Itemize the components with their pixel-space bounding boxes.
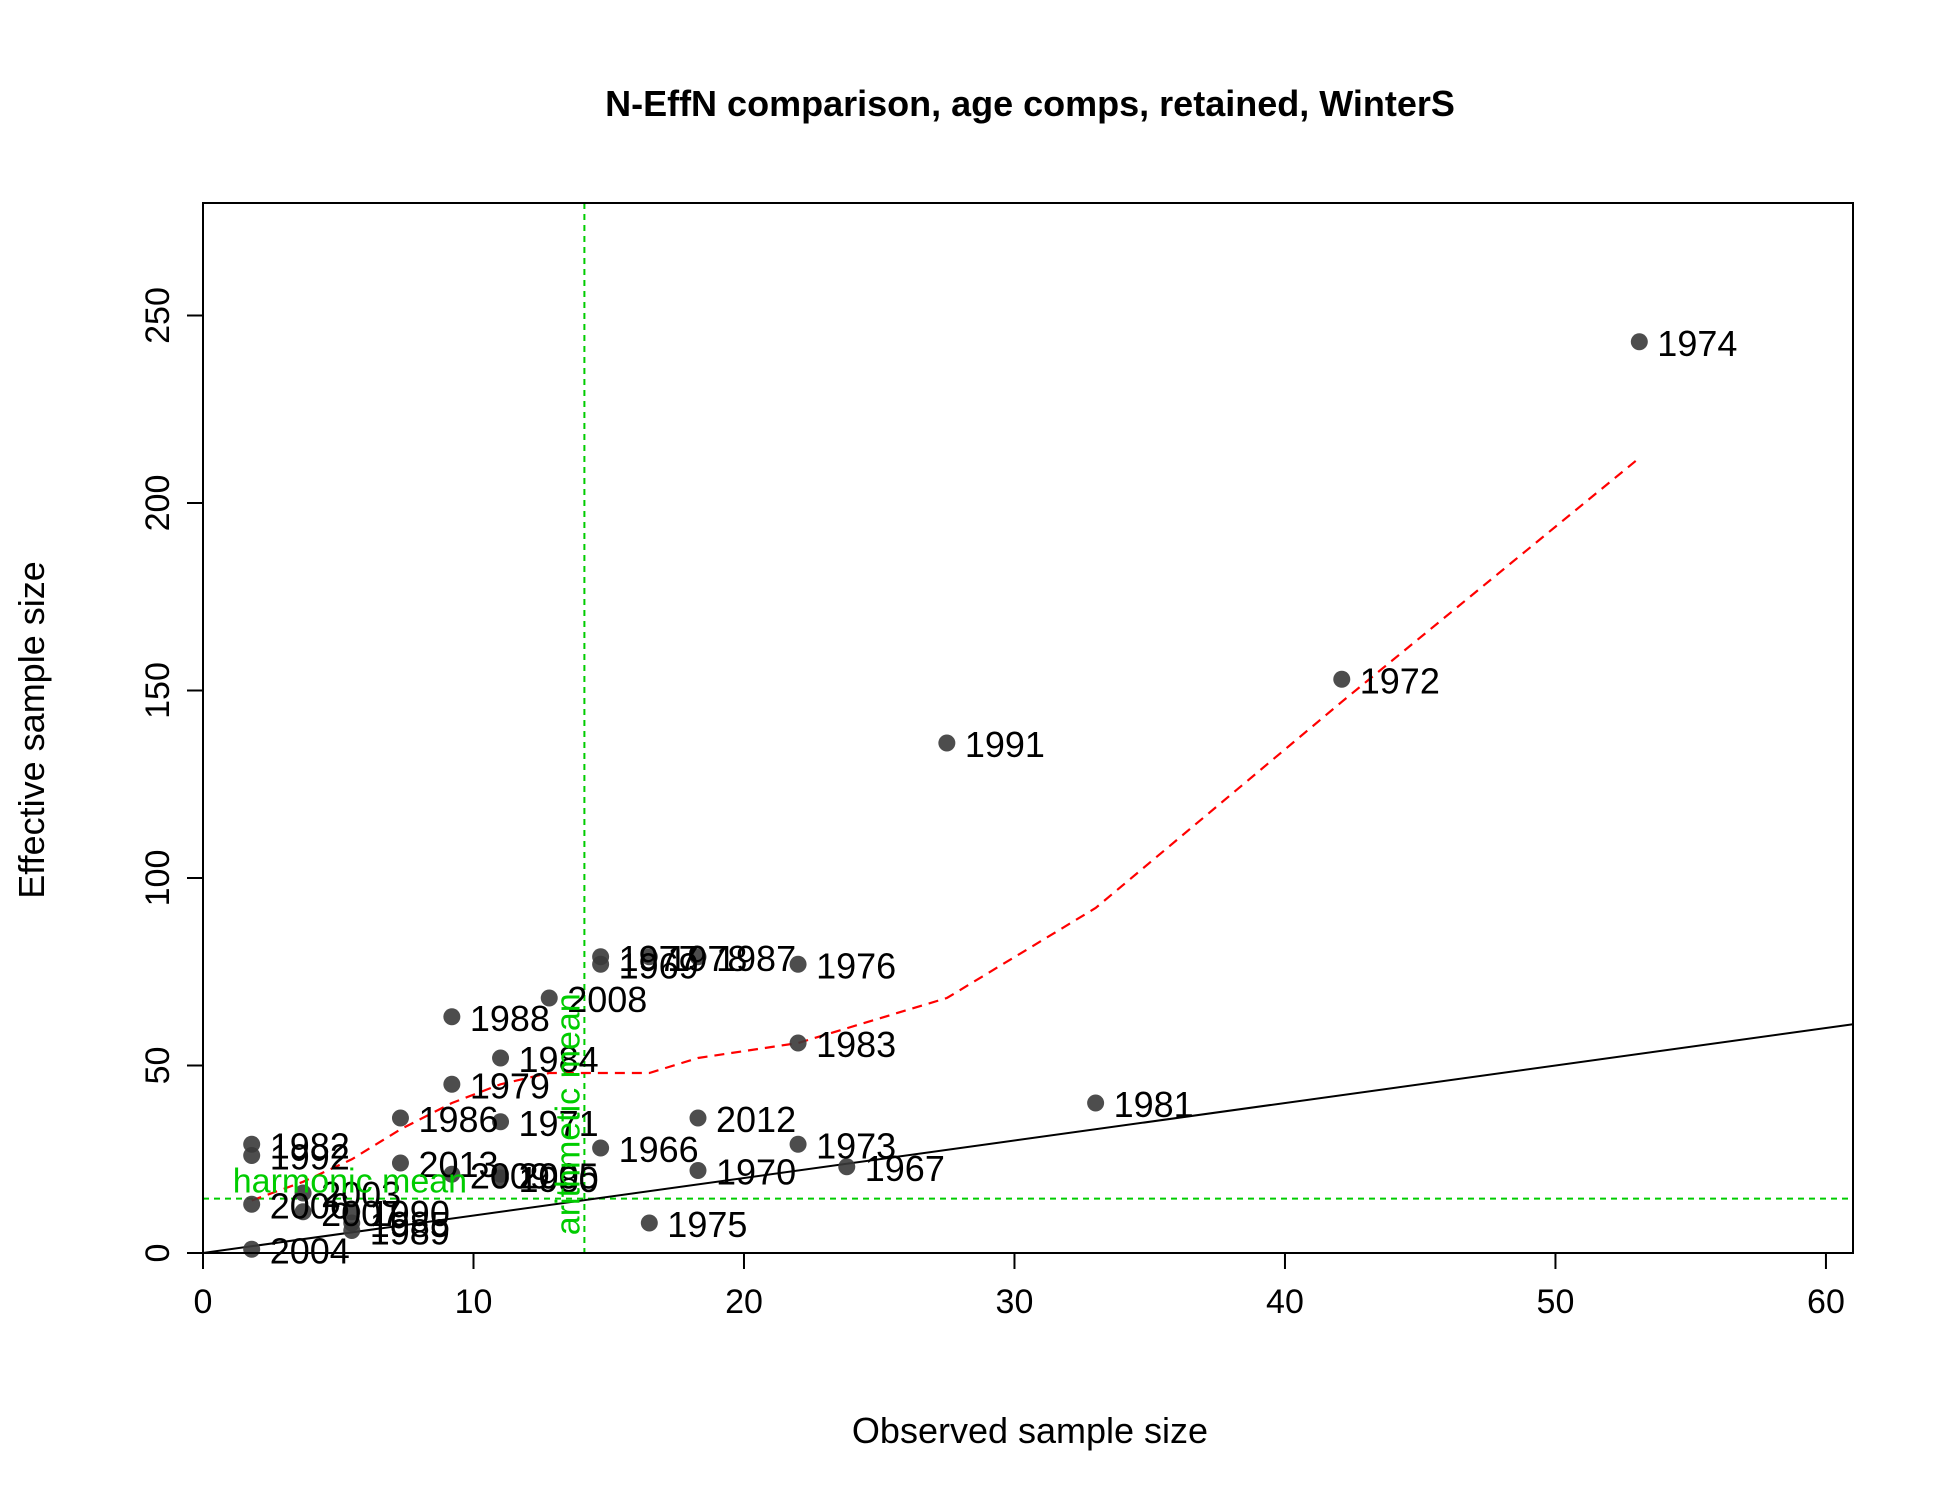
- y-axis-label: Effective sample size: [11, 561, 52, 898]
- x-tick-label-3: 30: [996, 1283, 1034, 1321]
- y-tick-label-5: 250: [139, 287, 177, 344]
- point-label-1991: 1991: [965, 724, 1045, 765]
- data-point-2005: [492, 1165, 510, 1183]
- data-point-1974: [1630, 333, 1648, 351]
- data-point-1976: [789, 955, 807, 973]
- point-label-1972: 1972: [1360, 660, 1440, 701]
- data-point-1969: [592, 955, 610, 973]
- point-label-2013: 2013: [418, 1144, 498, 1185]
- point-label-1973: 1973: [816, 1125, 896, 1166]
- data-point-1973: [789, 1135, 807, 1153]
- x-tick-label-6: 60: [1807, 1283, 1845, 1321]
- point-label-1981: 1981: [1114, 1084, 1194, 1125]
- point-label-2007: 2007: [321, 1193, 401, 1234]
- chart-title: N-EffN comparison, age comps, retained, …: [605, 83, 1455, 124]
- y-tick-label-3: 150: [139, 662, 177, 719]
- point-label-2003: 2003: [321, 1174, 401, 1215]
- identity-line-group: [202, 1023, 1854, 1254]
- data-point-1966: [592, 1139, 610, 1157]
- smoother-group: [251, 457, 1640, 1202]
- point-label-2009: 2009: [470, 1155, 550, 1196]
- data-point-1979: [443, 1075, 461, 1093]
- point-label-1966: 1966: [619, 1129, 699, 1170]
- point-label-1974: 1974: [1657, 323, 1737, 364]
- point-label-1987: 1987: [716, 938, 796, 979]
- data-point-1970: [689, 1162, 707, 1179]
- point-label-1983: 1983: [816, 1024, 896, 1065]
- point-label-1990: 1990: [370, 1193, 450, 1234]
- data-point-1981: [1087, 1094, 1105, 1112]
- data-point-1967: [838, 1158, 856, 1176]
- data-point-2013: [391, 1154, 409, 1172]
- data-points: [243, 333, 1648, 1258]
- data-point-1988: [443, 1008, 461, 1026]
- point-label-1970: 1970: [716, 1152, 796, 1193]
- data-point-1983: [789, 1034, 807, 1052]
- data-point-2008: [540, 989, 558, 1007]
- data-point-2007: [294, 1203, 312, 1221]
- point-label-1989: 1989: [370, 1212, 450, 1253]
- data-point-1989: [343, 1222, 361, 1239]
- data-point-1986: [391, 1109, 409, 1127]
- data-point-1971: [492, 1113, 510, 1131]
- point-label-1976: 1976: [816, 945, 896, 986]
- point-label-1975: 1975: [667, 1204, 747, 1245]
- point-label-1978: 1978: [667, 938, 747, 979]
- point-label-1986: 1986: [418, 1099, 498, 1140]
- point-label-2005: 2005: [519, 1155, 599, 1196]
- point-label-1971: 1971: [519, 1103, 599, 1144]
- data-point-1984: [492, 1049, 510, 1067]
- arithmetic-mean-label: arithmetic mean: [549, 993, 587, 1235]
- x-tick-label-2: 20: [725, 1283, 763, 1321]
- x-tick-label-4: 40: [1266, 1283, 1304, 1321]
- data-point-2012: [689, 1109, 707, 1127]
- reference-lines: [203, 203, 1853, 1253]
- point-label-1977: 1977: [619, 938, 699, 979]
- point-label-1984: 1984: [519, 1039, 599, 1080]
- point-label-1982: 1982: [270, 1125, 350, 1166]
- y-axis: 0 50 100 150 200 250: [139, 287, 203, 1262]
- point-label-1988: 1988: [470, 998, 550, 1039]
- y-tick-label-0: 0: [139, 1244, 177, 1263]
- point-label-1985: 1985: [370, 1204, 450, 1245]
- identity-line: [202, 1023, 1854, 1254]
- point-label-1980: 1980: [519, 1159, 599, 1200]
- y-tick-label-2: 100: [139, 850, 177, 907]
- x-tick-label-5: 50: [1537, 1283, 1575, 1321]
- point-label-2006: 2006: [270, 1185, 350, 1226]
- plot-frame: [202, 202, 1854, 1254]
- data-point-1987: [689, 948, 707, 966]
- data-point-2004: [243, 1240, 261, 1258]
- data-point-1975: [640, 1214, 658, 1232]
- y-tick-label-1: 50: [139, 1047, 177, 1085]
- data-point-2009: [443, 1165, 461, 1183]
- point-label-2004: 2004: [270, 1230, 350, 1271]
- data-point-1978: [640, 948, 658, 966]
- x-axis: 0 10 20 30 40 50 60: [194, 1253, 1845, 1321]
- reference-labels: arithmetic mean harmonic mean: [233, 993, 588, 1235]
- smoother-line: [251, 457, 1640, 1202]
- harmonic-mean-label: harmonic mean: [233, 1163, 467, 1201]
- data-point-2003: [294, 1184, 312, 1202]
- data-point-1972: [1333, 670, 1351, 688]
- x-tick-label-0: 0: [194, 1283, 213, 1321]
- point-label-2008: 2008: [567, 979, 647, 1020]
- point-label-1969: 1969: [619, 945, 699, 986]
- point-label-1979: 1979: [470, 1065, 550, 1106]
- data-point-2006: [243, 1195, 261, 1213]
- data-point-1992: [243, 1147, 261, 1164]
- point-label-1967: 1967: [865, 1148, 945, 1189]
- data-point-1991: [938, 734, 956, 752]
- x-axis-label: Observed sample size: [852, 1410, 1208, 1451]
- point-label-1992: 1992: [270, 1137, 350, 1178]
- point-label-2012: 2012: [716, 1099, 796, 1140]
- y-tick-label-4: 200: [139, 475, 177, 532]
- x-tick-label-1: 10: [455, 1283, 493, 1321]
